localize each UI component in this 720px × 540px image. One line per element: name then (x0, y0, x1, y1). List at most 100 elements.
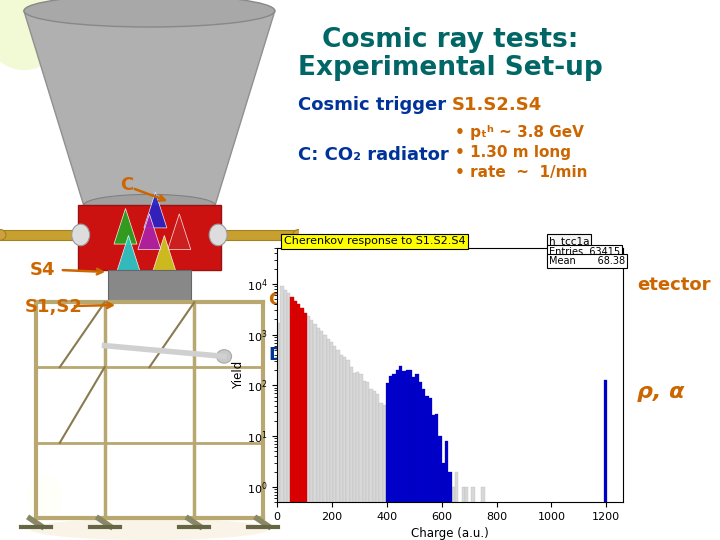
Bar (317, 328, 320, 540)
Text: • pₜʰ ~ 3.8 GeV: • pₜʰ ~ 3.8 GeV (455, 125, 584, 139)
Bar (435, 451, 438, 540)
Text: h_tcc1a: h_tcc1a (549, 236, 589, 247)
Text: etector: etector (637, 276, 711, 294)
Bar (415, 444, 419, 540)
Bar (422, 441, 426, 540)
Bar (419, 451, 422, 540)
Bar (366, 382, 369, 540)
Bar (405, 426, 409, 540)
Bar (300, 308, 304, 540)
Text: Mean       68.38: Mean 68.38 (549, 256, 625, 266)
Bar (428, 487, 432, 540)
Bar (290, 297, 294, 540)
Bar (465, 487, 468, 540)
Bar (376, 394, 379, 540)
Polygon shape (138, 214, 161, 249)
Text: C: CO₂ radiator: C: CO₂ radiator (298, 146, 449, 164)
Bar (297, 304, 300, 540)
Ellipse shape (0, 230, 6, 240)
Polygon shape (24, 11, 275, 205)
Polygon shape (78, 205, 221, 270)
Polygon shape (107, 270, 192, 302)
Text: S1,S2: S1,S2 (25, 298, 83, 316)
Bar (472, 487, 474, 540)
Bar (428, 398, 432, 540)
Ellipse shape (27, 475, 63, 518)
Bar (396, 415, 399, 540)
Bar (340, 355, 343, 540)
Bar (409, 427, 412, 540)
Bar (333, 346, 336, 540)
Bar (353, 374, 356, 540)
Ellipse shape (24, 0, 275, 27)
Bar (402, 371, 405, 540)
Bar (297, 304, 300, 540)
Bar (412, 456, 415, 540)
Ellipse shape (293, 230, 305, 240)
Bar (399, 366, 402, 540)
Text: • 1.30 m long: • 1.30 m long (455, 145, 571, 159)
Bar (442, 463, 445, 540)
Bar (445, 471, 449, 540)
Bar (287, 293, 290, 540)
Bar (415, 374, 419, 540)
Bar (419, 382, 422, 540)
Bar (320, 330, 323, 540)
Bar (350, 367, 353, 540)
Bar (359, 374, 363, 540)
Ellipse shape (30, 518, 269, 540)
Bar (455, 471, 458, 540)
Bar (442, 471, 445, 540)
Bar (603, 380, 607, 540)
Bar (449, 471, 451, 540)
Bar (382, 404, 386, 540)
Bar (300, 308, 304, 540)
Bar (346, 361, 350, 540)
Bar (412, 377, 415, 540)
Bar (432, 456, 435, 540)
Ellipse shape (72, 224, 89, 246)
Text: Experimental Set-up: Experimental Set-up (297, 55, 603, 81)
Bar (363, 381, 366, 540)
Bar (451, 487, 455, 540)
Text: D: D (268, 346, 283, 364)
Bar (426, 451, 428, 540)
Bar (438, 436, 442, 540)
Text: • rate  ~  1/min: • rate ~ 1/min (455, 165, 588, 179)
Bar (327, 340, 330, 540)
Bar (307, 316, 310, 540)
Bar (386, 383, 389, 540)
Text: ρ, α: ρ, α (637, 382, 685, 402)
Polygon shape (114, 208, 137, 244)
Bar (426, 396, 428, 540)
Bar (290, 297, 294, 540)
Bar (294, 301, 297, 540)
Bar (323, 335, 327, 540)
Bar (336, 350, 340, 540)
Text: S1.S2.S04.C → mip: S1.S2.S04.C → mip (314, 259, 485, 281)
Text: Entries  63415: Entries 63415 (549, 247, 620, 256)
Bar (330, 342, 333, 540)
Bar (389, 376, 392, 540)
Bar (369, 389, 373, 540)
Bar (402, 427, 405, 540)
Polygon shape (153, 235, 176, 271)
Text: C: C (268, 291, 282, 309)
Bar (294, 301, 297, 540)
Bar (399, 426, 402, 540)
Bar (281, 286, 284, 540)
Text: S4: S4 (30, 261, 55, 279)
Bar (392, 412, 396, 540)
Bar (356, 372, 359, 540)
Bar (438, 471, 442, 540)
Bar (396, 370, 399, 540)
Bar (481, 487, 485, 540)
Bar (462, 487, 465, 540)
Bar (373, 391, 376, 540)
Bar (284, 289, 287, 540)
Text: Cosmic trigger: Cosmic trigger (298, 96, 446, 114)
Bar (432, 415, 435, 540)
Bar (304, 313, 307, 540)
Text: Cherenkov response to S1.S2.S4: Cherenkov response to S1.S2.S4 (284, 237, 465, 246)
Text: S1.S2.S4.C → “electron”: S1.S2.S4.C → “electron” (355, 290, 525, 309)
